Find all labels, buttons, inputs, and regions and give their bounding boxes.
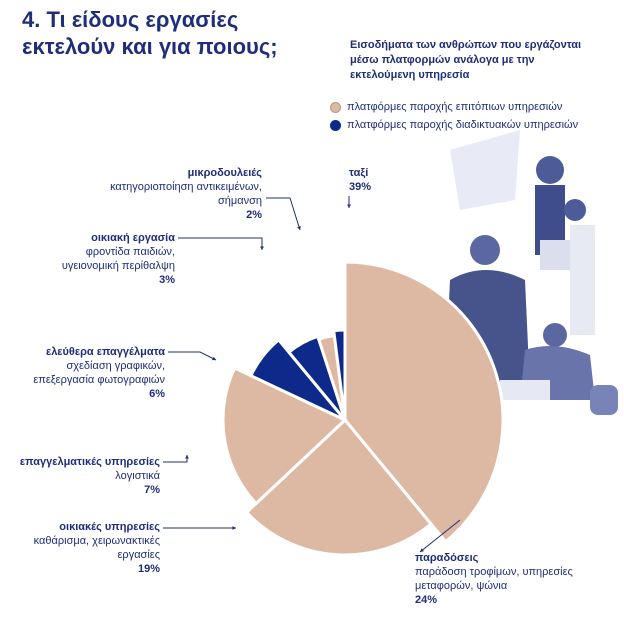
slice-desc-household-services: καθάρισμα, χειρωνακτικές εργασίες bbox=[33, 535, 160, 561]
legend-item-online: πλατφόρμες παροχής διαδικτυακών υπηρεσιώ… bbox=[330, 116, 578, 134]
label-deliveries: παραδόσεις παράδοση τροφίμων, υπηρεσίες … bbox=[415, 551, 615, 607]
legend: πλατφόρμες παροχής επιτόπιων υπηρεσιών π… bbox=[330, 98, 578, 134]
slice-percent-freelance: 6% bbox=[149, 388, 165, 400]
leader-line-freelance bbox=[168, 351, 217, 361]
leader-line-professional-services bbox=[163, 455, 188, 463]
slice-percent-microtasks: 2% bbox=[246, 209, 262, 221]
slice-percent-deliveries: 24% bbox=[415, 594, 438, 606]
label-household-services: οικιακές υπηρεσίες καθάρισμα, χειρωνακτι… bbox=[10, 520, 160, 576]
slice-name-professional-services: επαγγελματικές υπηρεσίες bbox=[19, 456, 160, 468]
slice-name-taxi: ταξί bbox=[349, 167, 369, 179]
legend-heading: Εισοδήματα των ανθρώπων που εργάζονται μ… bbox=[350, 39, 582, 81]
pie-slice-deliveries bbox=[244, 417, 434, 557]
legend-label-online: πλατφόρμες παροχής διαδικτυακών υπηρεσιώ… bbox=[347, 119, 579, 131]
leader-arrow-domestic-work bbox=[260, 246, 264, 250]
legend-swatch-online bbox=[330, 119, 341, 131]
page-title: 4. Τι είδους εργασίες εκτελούν και για π… bbox=[22, 7, 278, 59]
leader-arrow-freelance bbox=[212, 356, 216, 361]
pie-slice-freelance bbox=[286, 334, 347, 421]
leader-arrow-taxi bbox=[347, 204, 351, 208]
pie-slice-taxi bbox=[343, 260, 505, 544]
slice-percent-household-services: 19% bbox=[137, 563, 160, 575]
slice-name-microtasks: μικροδουλειές bbox=[187, 167, 262, 179]
leader-line-deliveries bbox=[419, 519, 461, 553]
legend-label-onsite: πλατφόρμες παροχής επιτόπιων υπηρεσιών bbox=[347, 101, 563, 113]
label-professional-services: επαγγελματικές υπηρεσίες λογιστικά 7% bbox=[5, 455, 160, 497]
slice-desc-deliveries: παράδοση τροφίμων, υπηρεσίες μεταφορών, … bbox=[415, 566, 573, 592]
label-taxi: ταξί 39% bbox=[349, 166, 371, 194]
leader-arrow-professional-services bbox=[185, 455, 189, 459]
leader-arrow-household-services bbox=[232, 526, 236, 530]
label-domestic-work: οικιακή εργασία φροντίδα παιδιών, υγειον… bbox=[30, 231, 175, 287]
slice-percent-taxi: 39% bbox=[349, 181, 372, 193]
slice-desc-professional-services: λογιστικά bbox=[115, 470, 160, 482]
slice-desc-freelance: σχεδίαση γραφικών, επεξεργασία φωτογραφι… bbox=[33, 360, 165, 386]
slice-name-household-services: οικιακές υπηρεσίες bbox=[59, 521, 160, 533]
slice-name-deliveries: παραδόσεις bbox=[415, 552, 479, 564]
leader-line-microtasks bbox=[266, 197, 301, 231]
pie-slice-household-services bbox=[221, 366, 348, 506]
label-freelance: ελεύθερα επαγγέλματα σχεδίαση γραφικών, … bbox=[5, 345, 165, 401]
legend-item-onsite: πλατφόρμες παροχής επιτόπιων υπηρεσιών bbox=[330, 98, 578, 116]
leader-arrow-microtasks bbox=[297, 226, 301, 230]
slice-name-domestic-work: οικιακή εργασία bbox=[91, 232, 175, 244]
pie-slice-professional-services bbox=[248, 337, 347, 422]
label-microtasks: μικροδουλειές κατηγοριοποίηση αντικειμέν… bbox=[110, 166, 262, 222]
slice-desc-domestic-work: φροντίδα παιδιών, υγειονομική περίθαλψη bbox=[61, 246, 175, 272]
slice-percent-domestic-work: 3% bbox=[159, 274, 175, 286]
slice-desc-microtasks: κατηγοριοποίηση αντικειμένων, σήμανση bbox=[110, 181, 262, 207]
slice-percent-professional-services: 7% bbox=[144, 484, 160, 496]
slice-name-freelance: ελεύθερα επαγγέλματα bbox=[45, 346, 165, 358]
leader-arrow-deliveries bbox=[420, 548, 424, 552]
pie-slice-microtasks bbox=[332, 328, 347, 421]
legend-swatch-onsite bbox=[330, 101, 341, 113]
workers-photo bbox=[445, 130, 618, 415]
leader-line-domestic-work bbox=[178, 237, 263, 250]
